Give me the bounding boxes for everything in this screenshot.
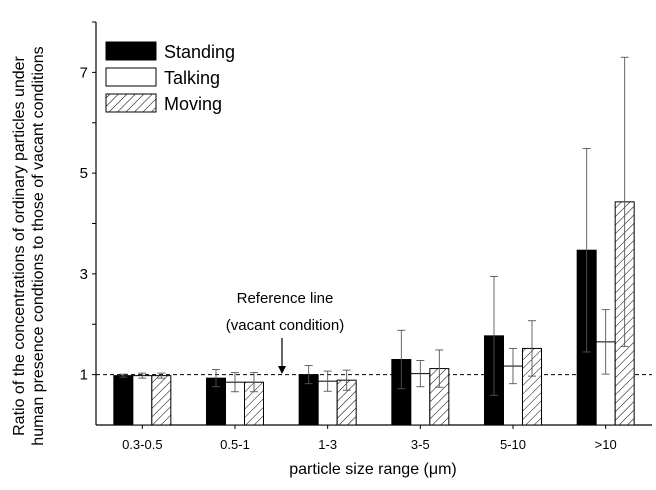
reference-line-annotation-line-1: Reference line bbox=[237, 290, 334, 307]
y-tick-label: 3 bbox=[80, 266, 88, 283]
annotation-arrow bbox=[278, 338, 286, 374]
error-bar-standing bbox=[582, 147, 591, 353]
error-bar-standing bbox=[212, 369, 220, 388]
error-bar-standing bbox=[304, 365, 313, 385]
error-bar-talking bbox=[231, 372, 239, 393]
error-bar-moving bbox=[435, 349, 444, 388]
legend-swatch-moving bbox=[105, 93, 157, 113]
error-bar-standing bbox=[490, 275, 498, 396]
legend-label-standing: Standing bbox=[164, 42, 235, 62]
bar-standing bbox=[113, 375, 134, 426]
y-tick-label: 5 bbox=[80, 165, 88, 182]
x-tick-label: 0.3-0.5 bbox=[122, 437, 162, 452]
error-bar-moving bbox=[620, 56, 629, 347]
legend-label-moving: Moving bbox=[164, 94, 222, 114]
x-tick-label: 5-10 bbox=[500, 437, 526, 452]
x-tick-label: 1-3 bbox=[318, 437, 337, 452]
legend: Standing Talking Moving bbox=[105, 41, 235, 114]
error-bar-talking bbox=[601, 309, 610, 375]
error-bar-standing bbox=[119, 373, 128, 378]
legend-label-talking: Talking bbox=[164, 68, 220, 88]
error-bar-moving bbox=[157, 372, 166, 379]
x-tick-label: >10 bbox=[595, 437, 617, 452]
error-bar-moving bbox=[342, 369, 351, 391]
y-axis-title-line-2: human presence condtions to those of vac… bbox=[30, 46, 47, 445]
error-bar-talking bbox=[323, 370, 332, 392]
error-bar-talking bbox=[416, 360, 425, 388]
bar-moving bbox=[151, 375, 172, 426]
error-bar-talking bbox=[138, 372, 147, 379]
x-tick-label: 3-5 bbox=[411, 437, 430, 452]
reference-line-annotation-line-2: (vacant condition) bbox=[226, 317, 344, 334]
y-tick-label: 1 bbox=[80, 367, 88, 384]
y-axis-title-line-1: Ratio of the concentrations of ordinary … bbox=[11, 55, 28, 435]
error-bar-talking bbox=[509, 347, 517, 385]
error-bar-standing bbox=[397, 329, 406, 390]
bar-talking bbox=[132, 375, 153, 426]
error-bar-moving bbox=[528, 320, 536, 377]
x-axis-title: particle size range (μm) bbox=[289, 461, 457, 478]
legend-swatch-talking bbox=[105, 67, 157, 87]
y-tick-label: 7 bbox=[80, 64, 88, 81]
x-tick-label: 0.5-1 bbox=[220, 437, 250, 452]
legend-swatch-standing bbox=[105, 41, 157, 61]
error-bar-moving bbox=[250, 372, 258, 393]
